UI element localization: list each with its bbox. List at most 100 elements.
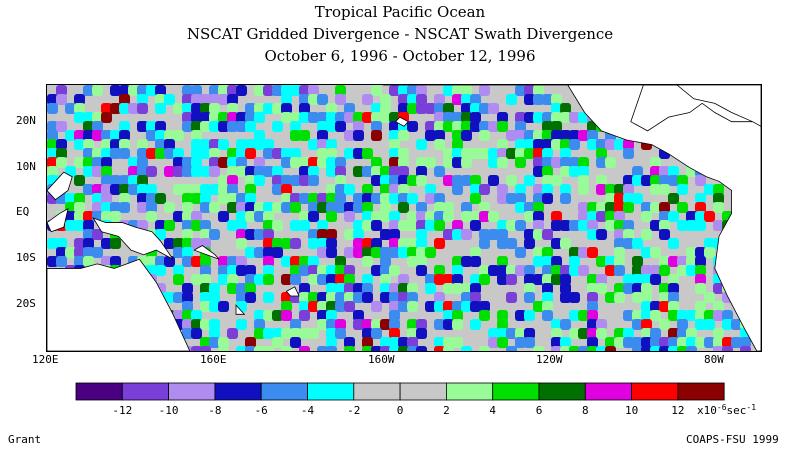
- divergence-cell: [587, 319, 598, 330]
- divergence-cell: [533, 220, 544, 231]
- divergence-cell: [587, 130, 598, 141]
- divergence-cell: [533, 202, 544, 213]
- divergence-cell: [74, 256, 85, 267]
- divergence-cell: [218, 139, 229, 150]
- divergence-cell: [542, 148, 553, 159]
- divergence-cell: [101, 175, 112, 186]
- divergence-cell: [470, 274, 481, 285]
- divergence-cell: [614, 328, 625, 339]
- divergence-cell: [497, 265, 508, 276]
- divergence-cell: [479, 130, 490, 141]
- divergence-cell: [326, 328, 337, 339]
- divergence-cell: [407, 256, 418, 267]
- divergence-cell: [308, 85, 319, 96]
- divergence-cell: [605, 202, 616, 213]
- divergence-cell: [659, 229, 670, 240]
- divergence-cell: [74, 211, 85, 222]
- divergence-cell: [200, 121, 211, 132]
- divergence-cell: [110, 85, 121, 96]
- divergence-cell: [452, 256, 463, 267]
- divergence-cell: [299, 346, 310, 351]
- divergence-cell: [281, 310, 292, 321]
- divergence-cell: [155, 121, 166, 132]
- divergence-cell: [119, 94, 130, 105]
- divergence-cell: [209, 202, 220, 213]
- divergence-cell: [362, 328, 373, 339]
- divergence-cell: [254, 166, 265, 177]
- divergence-cell: [254, 157, 265, 168]
- divergence-cell: [281, 193, 292, 204]
- divergence-cell: [182, 247, 193, 258]
- divergence-cell: [227, 103, 238, 114]
- divergence-cell: [650, 346, 661, 351]
- divergence-cell: [182, 103, 193, 114]
- divergence-cell: [335, 274, 346, 285]
- divergence-cell: [560, 166, 571, 177]
- divergence-cell: [281, 85, 292, 96]
- divergence-cell: [173, 184, 184, 195]
- divergence-cell: [146, 193, 157, 204]
- divergence-cell: [200, 229, 211, 240]
- divergence-cell: [209, 139, 220, 150]
- divergence-cell: [587, 220, 598, 231]
- divergence-cell: [92, 121, 103, 132]
- divergence-cell: [308, 265, 319, 276]
- divergence-cell: [650, 166, 661, 177]
- divergence-cell: [218, 265, 229, 276]
- divergence-cell: [389, 238, 400, 249]
- divergence-cell: [452, 283, 463, 294]
- divergence-cell: [380, 184, 391, 195]
- divergence-cell: [398, 157, 409, 168]
- divergence-cell: [398, 274, 409, 285]
- divergence-cell: [551, 112, 562, 123]
- colorbar-tick-label: -2: [347, 404, 360, 417]
- divergence-cell: [578, 265, 589, 276]
- divergence-cell: [263, 238, 274, 249]
- divergence-cell: [398, 247, 409, 258]
- divergence-cell: [587, 202, 598, 213]
- divergence-cell: [686, 310, 697, 321]
- divergence-cell: [371, 121, 382, 132]
- divergence-cell: [560, 292, 571, 303]
- divergence-cell: [290, 193, 301, 204]
- divergence-cell: [677, 346, 688, 351]
- divergence-cell: [614, 184, 625, 195]
- caribbean-gulf-landmass: [643, 85, 761, 127]
- divergence-cell: [344, 247, 355, 258]
- divergence-cell: [407, 283, 418, 294]
- divergence-cell: [578, 310, 589, 321]
- divergence-cell: [92, 229, 103, 240]
- divergence-cell: [614, 211, 625, 222]
- divergence-cell: [272, 85, 283, 96]
- divergence-cell: [326, 238, 337, 249]
- fiji-island: [285, 286, 300, 297]
- divergence-cell: [587, 229, 598, 240]
- divergence-cell: [479, 229, 490, 240]
- divergence-cell: [479, 310, 490, 321]
- divergence-cell: [128, 166, 139, 177]
- divergence-cell: [470, 175, 481, 186]
- divergence-cell: [524, 130, 535, 141]
- divergence-cell: [326, 112, 337, 123]
- divergence-cell: [695, 301, 706, 312]
- divergence-cell: [182, 211, 193, 222]
- divergence-cell: [389, 346, 400, 351]
- divergence-cell: [425, 103, 436, 114]
- divergence-cell: [263, 103, 274, 114]
- divergence-cell: [533, 346, 544, 351]
- divergence-cell: [614, 256, 625, 267]
- divergence-cell: [182, 310, 193, 321]
- divergence-cell: [677, 220, 688, 231]
- divergence-cell: [416, 256, 427, 267]
- divergence-cell: [497, 193, 508, 204]
- divergence-cell: [272, 337, 283, 348]
- divergence-cell: [479, 85, 490, 96]
- divergence-cell: [551, 211, 562, 222]
- divergence-cell: [263, 139, 274, 150]
- divergence-cell: [668, 193, 679, 204]
- divergence-cell: [245, 184, 256, 195]
- divergence-cell: [65, 130, 76, 141]
- divergence-cell: [533, 157, 544, 168]
- divergence-cell: [263, 256, 274, 267]
- divergence-cell: [515, 139, 526, 150]
